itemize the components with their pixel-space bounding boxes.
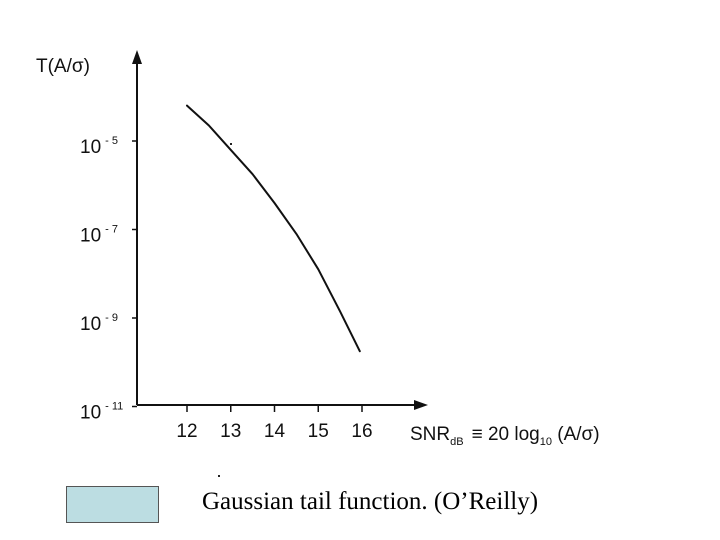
- figure-caption: Gaussian tail function. (O’Reilly): [202, 488, 539, 515]
- scan-speck: [218, 475, 220, 477]
- caption-color-box: [66, 486, 159, 523]
- x-tick-label: 15: [308, 421, 329, 442]
- tail-function-curve: [186, 104, 361, 353]
- x-axis-title: SNRdB ≡ 20 log10 (A/σ): [410, 424, 600, 448]
- y-axis-title: T(A/σ): [36, 56, 90, 77]
- scan-speck: [230, 143, 232, 145]
- x-tick-label: 12: [176, 421, 197, 442]
- x-tick-label: 14: [264, 421, 286, 442]
- x-tick-labels: 12 13 14 15 16: [176, 405, 373, 442]
- y-tick-label: 10- 9: [80, 312, 118, 335]
- x-tick-label: 16: [351, 421, 372, 442]
- y-axis-arrowhead: [132, 50, 142, 64]
- chart-series: [186, 104, 361, 353]
- x-tick-label: 13: [220, 421, 241, 442]
- y-tick-labels: 10- 5 10- 7 10- 9 10- 11: [80, 135, 137, 424]
- y-tick-label: 10- 7: [80, 224, 118, 247]
- y-tick-label: 10- 11: [80, 401, 123, 424]
- x-axis-arrowhead: [414, 400, 428, 410]
- svg-text:SNRdB≡ 20 log10 (A/σ): SNRdB ≡ 20 log10 (A/σ): [410, 424, 600, 448]
- chart-axes: [132, 50, 428, 410]
- y-tick-label: 10- 5: [80, 135, 118, 158]
